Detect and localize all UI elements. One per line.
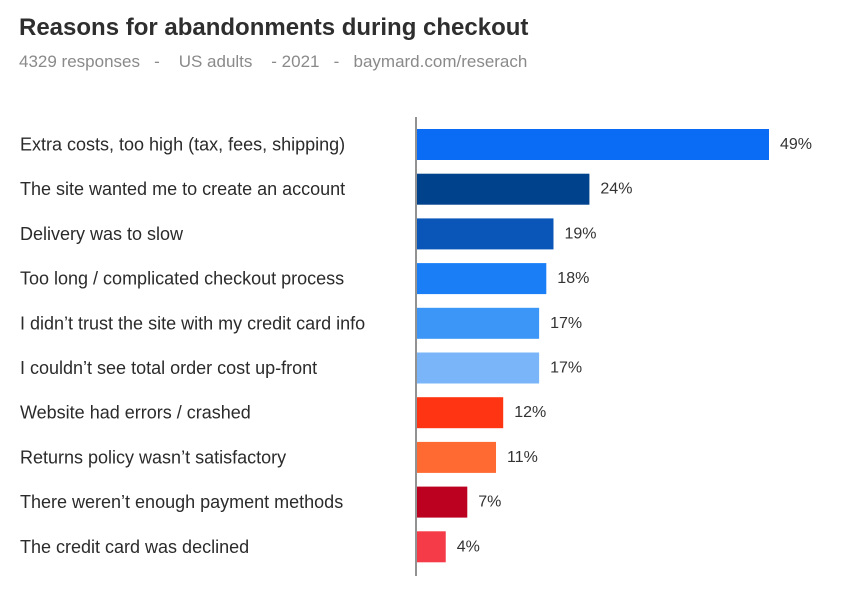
chart-subtitle: 4329 responses - US adults - 2021 - baym… bbox=[19, 52, 528, 71]
bar bbox=[417, 486, 468, 518]
bar bbox=[417, 307, 540, 339]
bar bbox=[417, 352, 540, 384]
value-label: 4% bbox=[457, 538, 480, 555]
value-label: 12% bbox=[514, 404, 546, 421]
bar bbox=[417, 397, 504, 429]
category-label: I didn’t trust the site with my credit c… bbox=[20, 313, 365, 333]
bar bbox=[417, 531, 446, 563]
category-label: Website had errors / crashed bbox=[20, 403, 251, 423]
bar bbox=[417, 129, 769, 160]
category-label: The credit card was declined bbox=[20, 537, 249, 557]
category-label: Delivery was to slow bbox=[20, 224, 184, 244]
value-label: 18% bbox=[557, 270, 589, 287]
category-label: Extra costs, too high (tax, fees, shippi… bbox=[20, 135, 345, 155]
value-label: 24% bbox=[600, 181, 632, 198]
value-label: 49% bbox=[780, 136, 812, 153]
category-label: I couldn’t see total order cost up-front bbox=[20, 358, 317, 378]
bars bbox=[417, 129, 769, 563]
category-labels: Extra costs, too high (tax, fees, shippi… bbox=[20, 135, 365, 557]
bar bbox=[417, 441, 497, 473]
value-label: 7% bbox=[478, 494, 501, 511]
value-label: 17% bbox=[550, 315, 582, 332]
value-labels: 49% 24% 19% 18% 17% 17% 12% 11% 7% 4% bbox=[457, 136, 812, 555]
category-label: Too long / complicated checkout process bbox=[20, 269, 344, 289]
category-label: Returns policy wasn’t satisfactory bbox=[20, 447, 286, 467]
chart-title: Reasons for abandonments during checkout bbox=[19, 14, 529, 41]
category-label: The site wanted me to create an account bbox=[20, 179, 345, 199]
value-label: 17% bbox=[550, 360, 582, 377]
bar bbox=[417, 218, 554, 250]
value-label: 11% bbox=[507, 449, 538, 466]
category-label: There weren’t enough payment methods bbox=[20, 492, 343, 512]
bar bbox=[417, 263, 547, 295]
bar bbox=[417, 173, 590, 205]
value-label: 19% bbox=[564, 225, 596, 242]
